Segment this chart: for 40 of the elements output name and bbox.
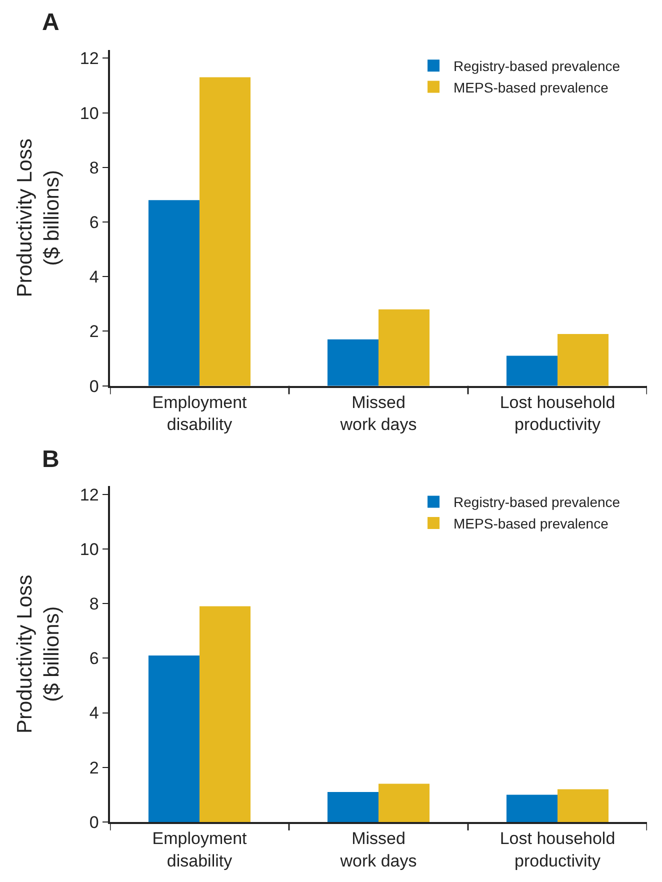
bar xyxy=(200,77,251,386)
bar xyxy=(378,784,430,822)
y-tick-label: 6 xyxy=(89,649,99,668)
y-tick-label: 8 xyxy=(89,594,99,614)
bar xyxy=(378,309,430,386)
y-axis-title: Productivity Loss ($ billions) xyxy=(13,138,64,298)
x-tick-label: Missed work days xyxy=(339,829,417,870)
y-tick-label: 10 xyxy=(80,540,99,559)
bar xyxy=(506,356,558,386)
x-tick-label: Employment disability xyxy=(152,829,248,870)
y-tick-label: 0 xyxy=(89,812,99,832)
y-axis-title: Productivity Loss ($ billions) xyxy=(13,574,64,734)
bar xyxy=(327,339,378,386)
y-tick-label: 12 xyxy=(80,49,99,68)
x-tick-label: Lost household productivity xyxy=(500,829,616,870)
bar xyxy=(148,200,200,386)
chart-title: A xyxy=(42,9,60,36)
y-tick-label: 0 xyxy=(89,376,99,396)
bar xyxy=(506,794,558,822)
legend-label: Registry-based prevalence xyxy=(454,58,620,74)
legend-label: MEPS-based prevalence xyxy=(454,515,609,532)
x-tick-label: Lost household productivity xyxy=(500,392,616,434)
y-tick-label: 2 xyxy=(89,322,99,342)
legend-label: MEPS-based prevalence xyxy=(454,79,609,96)
bar xyxy=(327,792,378,822)
y-tick-label: 4 xyxy=(89,704,99,723)
x-tick-label: Missed work days xyxy=(339,392,417,434)
bar xyxy=(200,606,251,822)
y-tick-label: 4 xyxy=(89,268,99,287)
bar xyxy=(148,655,200,822)
y-tick-label: 10 xyxy=(80,104,99,123)
bar xyxy=(558,789,609,822)
y-tick-label: 8 xyxy=(89,158,99,178)
x-tick-label: Employment disability xyxy=(152,392,248,434)
y-tick-label: 6 xyxy=(89,212,99,232)
y-tick-label: 2 xyxy=(89,758,99,778)
y-tick-label: 12 xyxy=(80,485,99,504)
chart-title: B xyxy=(42,446,60,473)
bar xyxy=(558,334,609,386)
legend-label: Registry-based prevalence xyxy=(454,494,620,510)
